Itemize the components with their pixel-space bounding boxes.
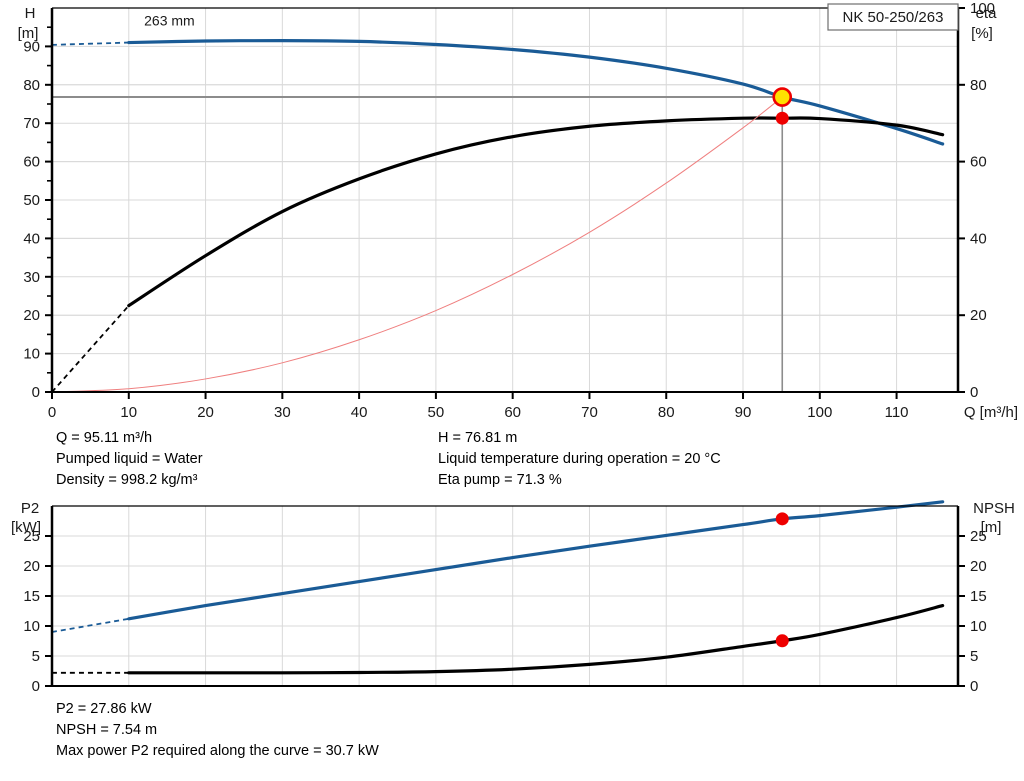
duty-point-eta: [775, 111, 789, 125]
model-label-box: NK 50-250/263: [827, 3, 959, 31]
series-group: [51, 500, 945, 675]
x-axis-ticks: 0 10 20 30 40 50 60 70 80 90 100 110: [48, 392, 909, 420]
info-head: H = 76.81 m: [438, 430, 518, 446]
duty-point-head: [772, 87, 793, 107]
y2-axis-ticks: 0 5 10 15 20 25: [958, 528, 987, 695]
y2-axis-tick-label: 100: [970, 0, 995, 17]
duty-info-right: H = 76.81 m Liquid temperature during op…: [438, 428, 721, 491]
y2-axis-title: eta: [976, 5, 998, 22]
y-axis-tick-label: 10: [23, 346, 40, 363]
npsh-axis-title: NPSH: [973, 500, 1015, 517]
duty-point-markers: [775, 512, 789, 648]
model-label-frame: [827, 3, 959, 31]
duty-info-bottom: P2 = 27.86 kW NPSH = 7.54 m Max power P2…: [56, 699, 379, 762]
y2-axis-tick-label: 0: [970, 384, 978, 401]
y2-axis-tick-label: 0: [970, 678, 978, 695]
duty-info-left: Q = 95.11 m³/h Pumped liquid = Water Den…: [56, 428, 203, 491]
head-eta-chart-svg: 0 10 20 30 40 50 60 70 80 90 0 20 40 60 80 100 0 10 20 30 40…: [18, 0, 1018, 420]
y2-axis-tick-label: 5: [970, 648, 978, 665]
x-axis-tick-label: 70: [581, 404, 598, 420]
y-axis-tick-label: 30: [23, 269, 40, 286]
y-axis-ticks: 0 10 20 30 40 50 60 70 80 90: [23, 26, 52, 401]
axis-titles: H [m] eta [%] Q [m³/h]: [18, 5, 1018, 420]
y2-axis-tick-label: 20: [970, 307, 987, 324]
y2-axis-tick-label: 60: [970, 154, 987, 171]
duty-point-npsh: [775, 634, 789, 648]
y-axis-tick-label: 40: [23, 230, 40, 247]
y2-axis-tick-label: 25: [970, 528, 987, 545]
series-line-dashed: [51, 305, 130, 393]
x-axis-tick-label: 100: [807, 404, 832, 420]
y2-axis-tick-label: 40: [970, 230, 987, 247]
y-axis-tick-label: 20: [23, 307, 40, 324]
power-npsh-chart: 0 5 10 15 20 25 0 5 10 15 20 25 P2 [kW] NPSH [m]: [0, 498, 1024, 698]
series-line-dashed: [51, 41, 129, 46]
y-axis-tick-label: 70: [23, 115, 40, 132]
info-flow: Q = 95.11 m³/h: [56, 430, 153, 446]
x-axis-tick-label: 30: [274, 404, 291, 420]
y-axis-tick-label: 10: [23, 618, 40, 635]
y2-axis-tick-label: 20: [970, 558, 987, 575]
x-axis-tick-label: 20: [197, 404, 214, 420]
y-axis-tick-label: 15: [23, 588, 40, 605]
series-group: [51, 39, 945, 393]
y2-axis-tick-label: 15: [970, 588, 987, 605]
grid-lines: [51, 506, 958, 686]
series-line: [127, 500, 945, 621]
reference-lines: [52, 96, 784, 392]
duty-point-markers: [772, 87, 793, 125]
duty-point-power: [775, 512, 789, 526]
x-axis-tick-label: 50: [428, 404, 445, 420]
y-axis-unit: [m]: [18, 25, 39, 42]
npsh-axis-unit: [m]: [981, 519, 1002, 536]
x-axis-tick-label: 0: [48, 404, 56, 420]
y-axis-tick-label: 0: [32, 678, 40, 695]
impeller-diameter-label: 263 mm: [144, 12, 195, 28]
axis-titles: P2 [kW] NPSH [m]: [11, 500, 1015, 536]
y2-axis-unit: [%]: [971, 25, 993, 42]
model-label-text: NK 50-250/263: [843, 9, 944, 26]
x-axis-tick-label: 90: [735, 404, 752, 420]
series-line: [127, 39, 945, 146]
x-axis-tick-label: 60: [504, 404, 521, 420]
x-axis-tick-label: 40: [351, 404, 368, 420]
x-axis-tick-label: 110: [885, 404, 909, 420]
info-npsh: NPSH = 7.54 m: [56, 722, 158, 738]
info-max-power: Max power P2 required along the curve = …: [56, 743, 379, 759]
annotations: 263 mm: [144, 12, 195, 28]
y-axis-tick-label: 0: [32, 384, 40, 401]
series-line: [127, 116, 945, 308]
p2-axis-title: P2: [21, 500, 39, 517]
info-power: P2 = 27.86 kW: [56, 701, 152, 717]
y-axis-title: H: [25, 5, 36, 22]
series-line: [127, 604, 945, 675]
y-axis-tick-label: 20: [23, 558, 40, 575]
y-axis-tick-label: 25: [23, 528, 40, 545]
x-axis-tick-label: 10: [120, 404, 137, 420]
info-pumped-liquid: Pumped liquid = Water: [56, 451, 203, 467]
grid-lines: [51, 7, 958, 392]
x-axis-title: Q [m³/h]: [964, 404, 1018, 420]
info-liquid-temperature: Liquid temperature during operation = 20…: [438, 451, 721, 467]
y-axis-tick-label: 90: [23, 38, 40, 55]
y-axis-tick-label: 60: [23, 154, 40, 171]
y2-axis-tick-label: 10: [970, 618, 987, 635]
x-axis-tick-label: 80: [658, 404, 675, 420]
y-axis-ticks: 0 5 10 15 20 25: [23, 528, 52, 695]
head-eta-chart: 0 10 20 30 40 50 60 70 80 90 0 20 40 60 80 100 0 10 20 30 40…: [18, 0, 1018, 420]
y-axis-tick-label: 80: [23, 77, 40, 94]
series-line-dashed: [51, 617, 129, 633]
y2-axis-tick-label: 80: [970, 77, 987, 94]
y2-axis-ticks: 0 20 40 60 80 100: [958, 0, 995, 401]
info-eta-pump: Eta pump = 71.3 %: [438, 472, 562, 488]
series-line: [51, 96, 783, 393]
p2-axis-unit: [kW]: [11, 519, 41, 536]
y-axis-tick-label: 50: [23, 192, 40, 209]
y-axis-tick-label: 5: [32, 648, 40, 665]
info-density: Density = 998.2 kg/m³: [56, 472, 198, 488]
power-npsh-chart-svg: 0 5 10 15 20 25 0 5 10 15 20 25 P2 [kW] NPSH [m]: [11, 500, 1015, 695]
